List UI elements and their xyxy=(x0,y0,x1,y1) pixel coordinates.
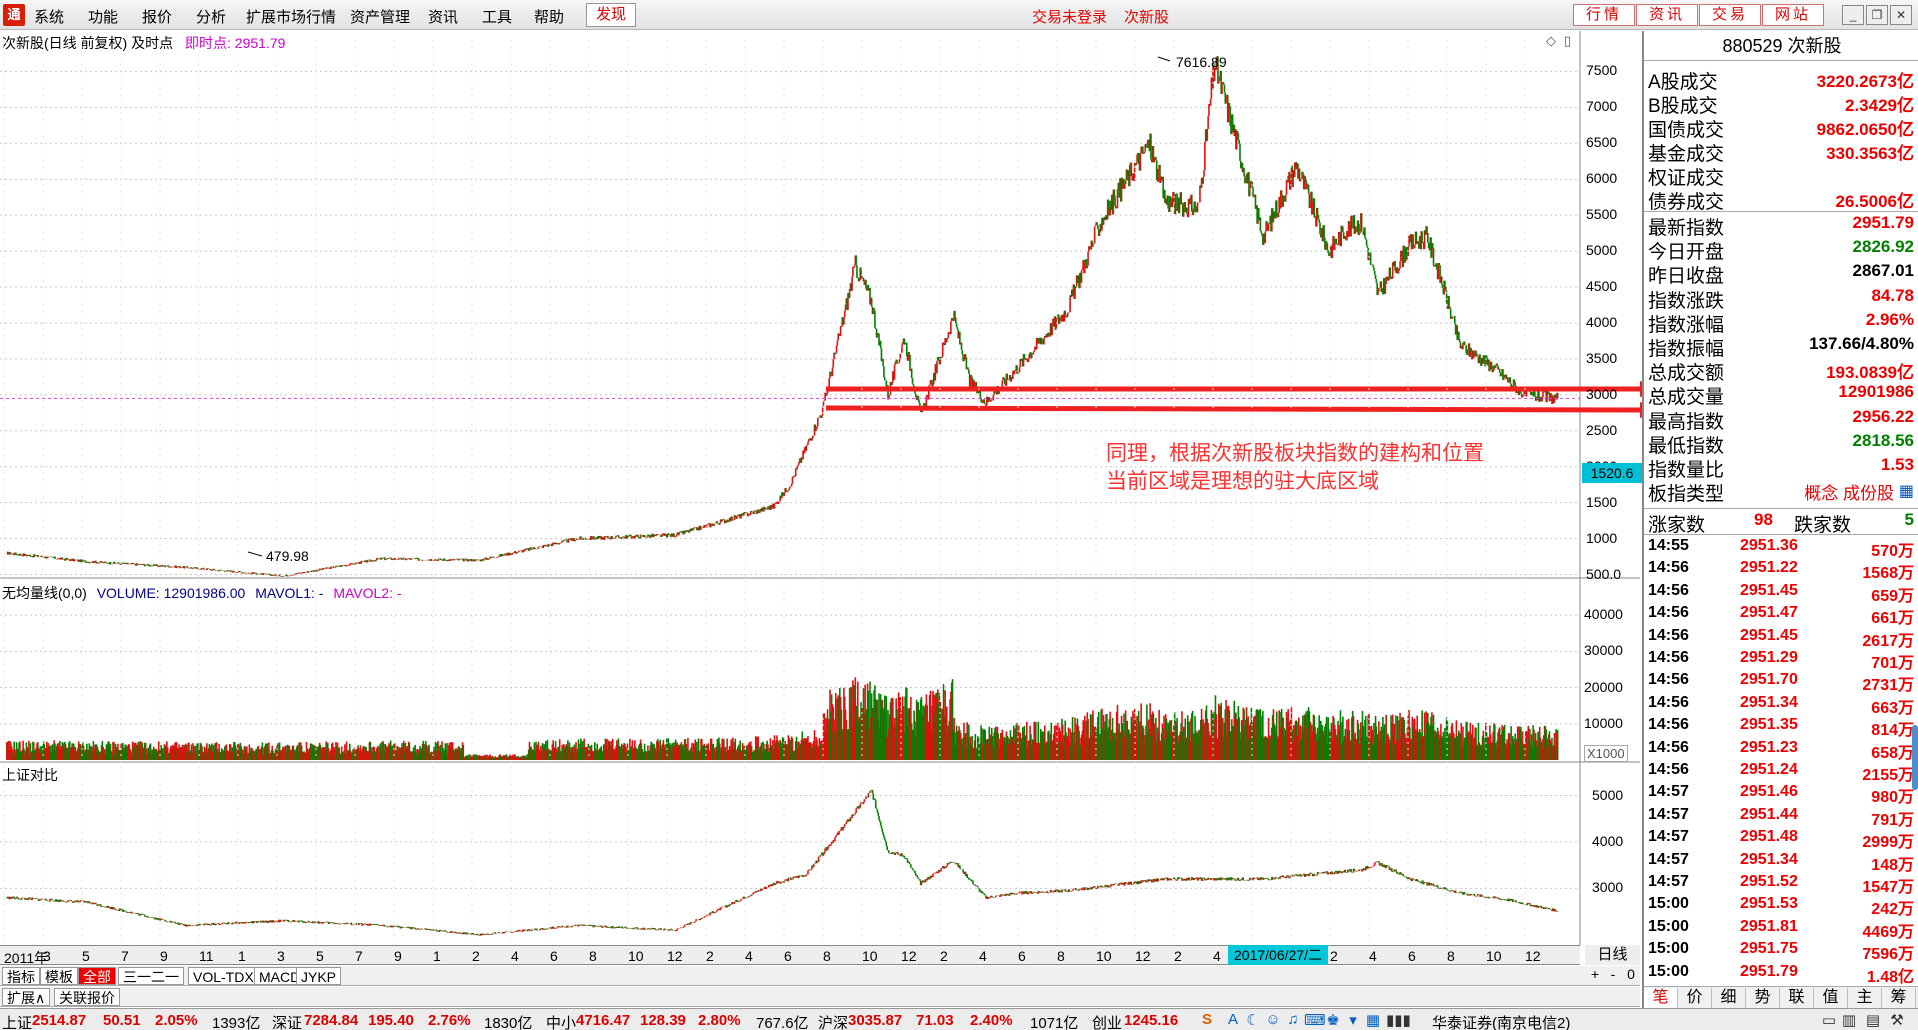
menu-tools[interactable]: 工具 xyxy=(482,9,513,26)
discover-button[interactable]: 发现 xyxy=(586,3,636,27)
app-logo-icon: 通 xyxy=(3,4,25,26)
menu-bar: 通 系统 功能 报价 分析 扩展市场行情 资产管理 资讯 工具 帮助 发现 交易… xyxy=(0,0,1918,30)
chart-window-icon[interactable]: ▯ xyxy=(1564,33,1572,48)
menu-system[interactable]: 系统 xyxy=(34,9,65,26)
quote-tab-button[interactable]: 行情 xyxy=(1573,4,1635,26)
low-point-pointer xyxy=(247,551,263,557)
trade-login-status[interactable]: 交易未登录 xyxy=(1032,9,1108,26)
main-chart-header: 次新股(日线 前复权) 及时点 即时点: 2951.79 xyxy=(2,33,285,53)
current-block-name: 次新股 xyxy=(1124,9,1170,26)
trade-tab-button[interactable]: 交易 xyxy=(1699,4,1761,26)
support-arrow-lower xyxy=(825,405,1641,413)
close-icon[interactable]: ✕ xyxy=(1890,5,1912,25)
chart-diamond-icon[interactable]: ◇ xyxy=(1546,33,1556,48)
instant-value: 2951.79 xyxy=(234,35,286,51)
restore-icon[interactable]: ❐ xyxy=(1866,5,1888,25)
menu-news[interactable]: 资讯 xyxy=(428,9,459,26)
instant-label: 即时点: xyxy=(185,35,231,51)
menu-quote[interactable]: 报价 xyxy=(142,9,173,26)
main-chart-title: 次新股(日线 前复权) 及时点 xyxy=(2,35,174,51)
website-tab-button[interactable]: 网站 xyxy=(1762,4,1824,26)
menu-help[interactable]: 帮助 xyxy=(534,9,565,26)
news-tab-button[interactable]: 资讯 xyxy=(1636,4,1698,26)
menu-analysis[interactable]: 分析 xyxy=(196,9,227,26)
menu-extended-market[interactable]: 扩展市场行情 xyxy=(246,9,337,26)
menu-function[interactable]: 功能 xyxy=(88,9,119,26)
minimize-icon[interactable]: _ xyxy=(1842,5,1864,25)
menu-asset-management[interactable]: 资产管理 xyxy=(350,9,411,26)
high-point-pointer xyxy=(1157,56,1171,62)
